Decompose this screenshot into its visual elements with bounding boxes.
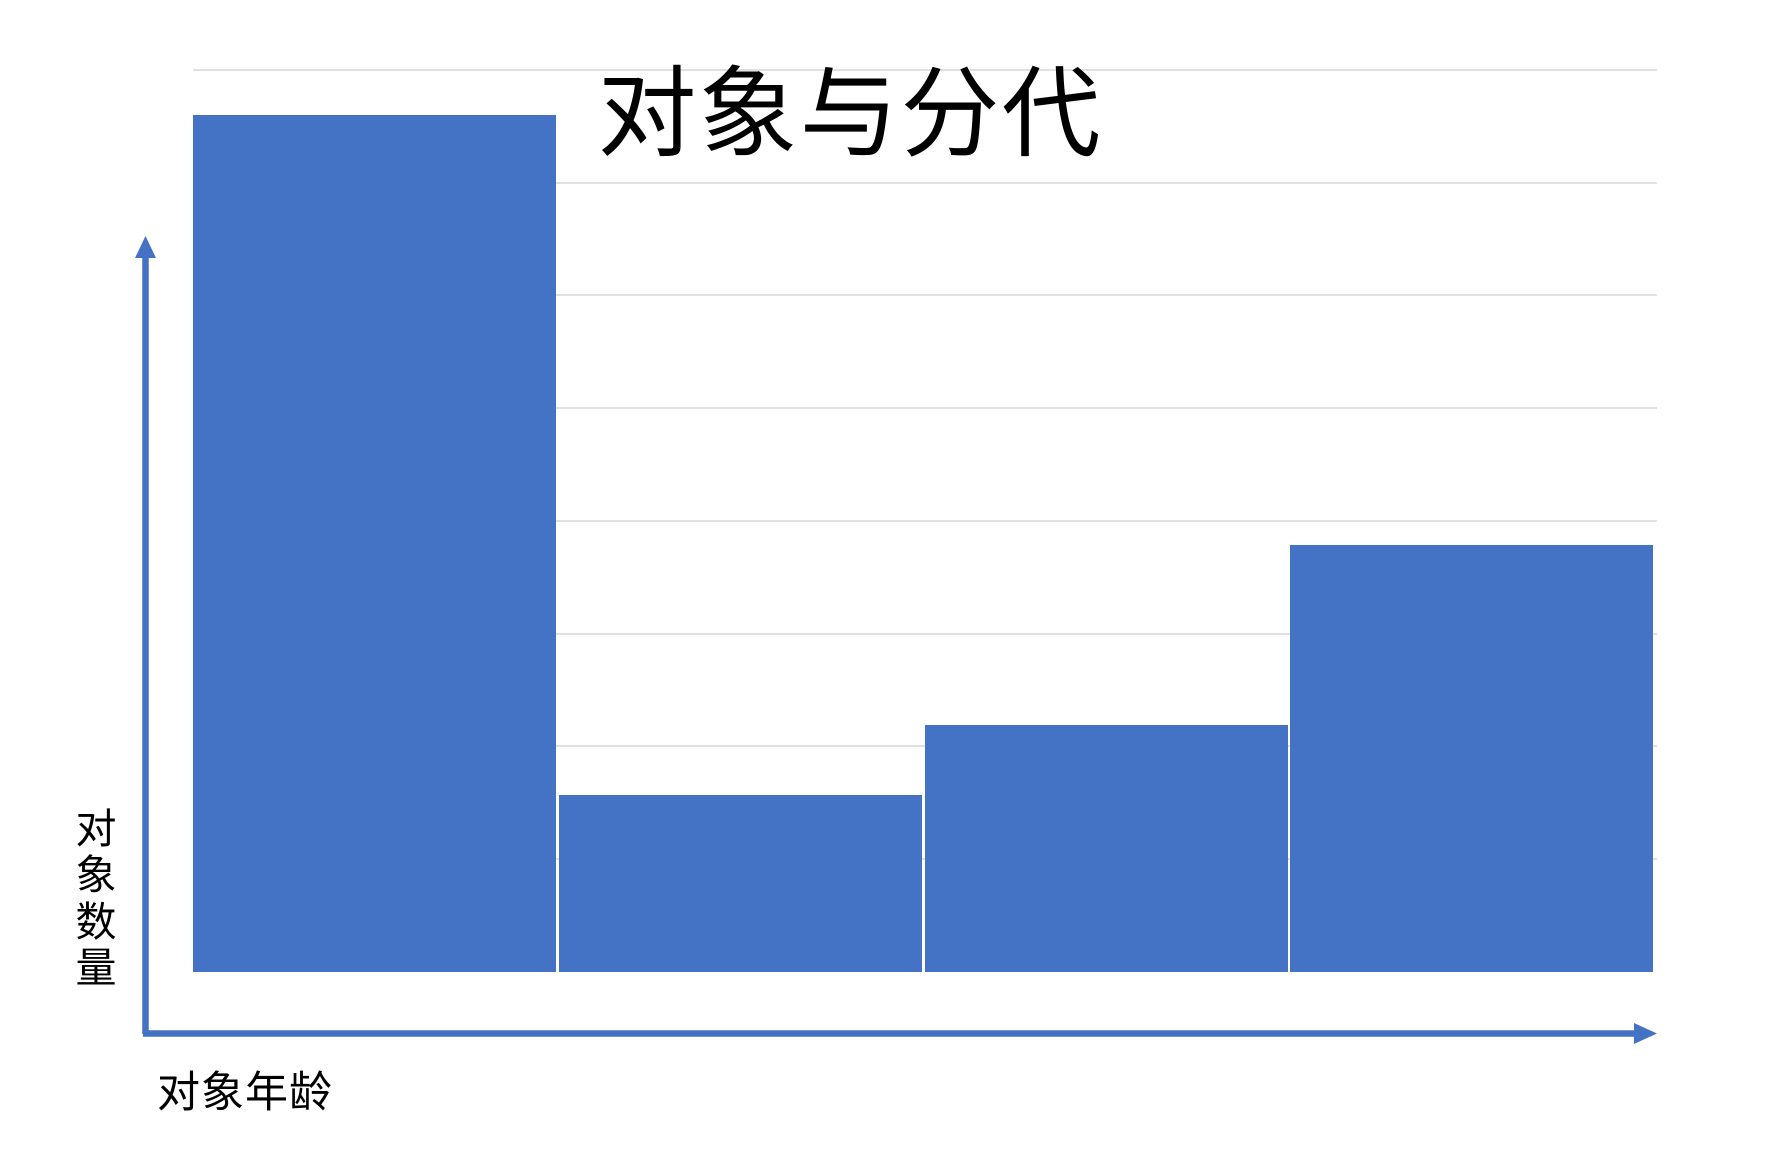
bar — [559, 795, 922, 972]
chart-title: 对象与分代 — [597, 58, 1103, 169]
y-axis-label: 对象数量 — [75, 806, 117, 991]
gridline — [193, 294, 1657, 296]
bar — [1290, 545, 1653, 972]
gridline — [193, 633, 1657, 635]
gridline — [193, 69, 1657, 71]
bar — [925, 725, 1288, 972]
gridline — [193, 520, 1657, 522]
gridline — [193, 407, 1657, 409]
x-axis-label: 对象年龄 — [157, 1069, 333, 1117]
bar — [193, 115, 556, 972]
y-axis-arrow — [135, 236, 156, 1034]
gridline — [193, 182, 1657, 184]
x-axis-arrow — [143, 1023, 1657, 1044]
